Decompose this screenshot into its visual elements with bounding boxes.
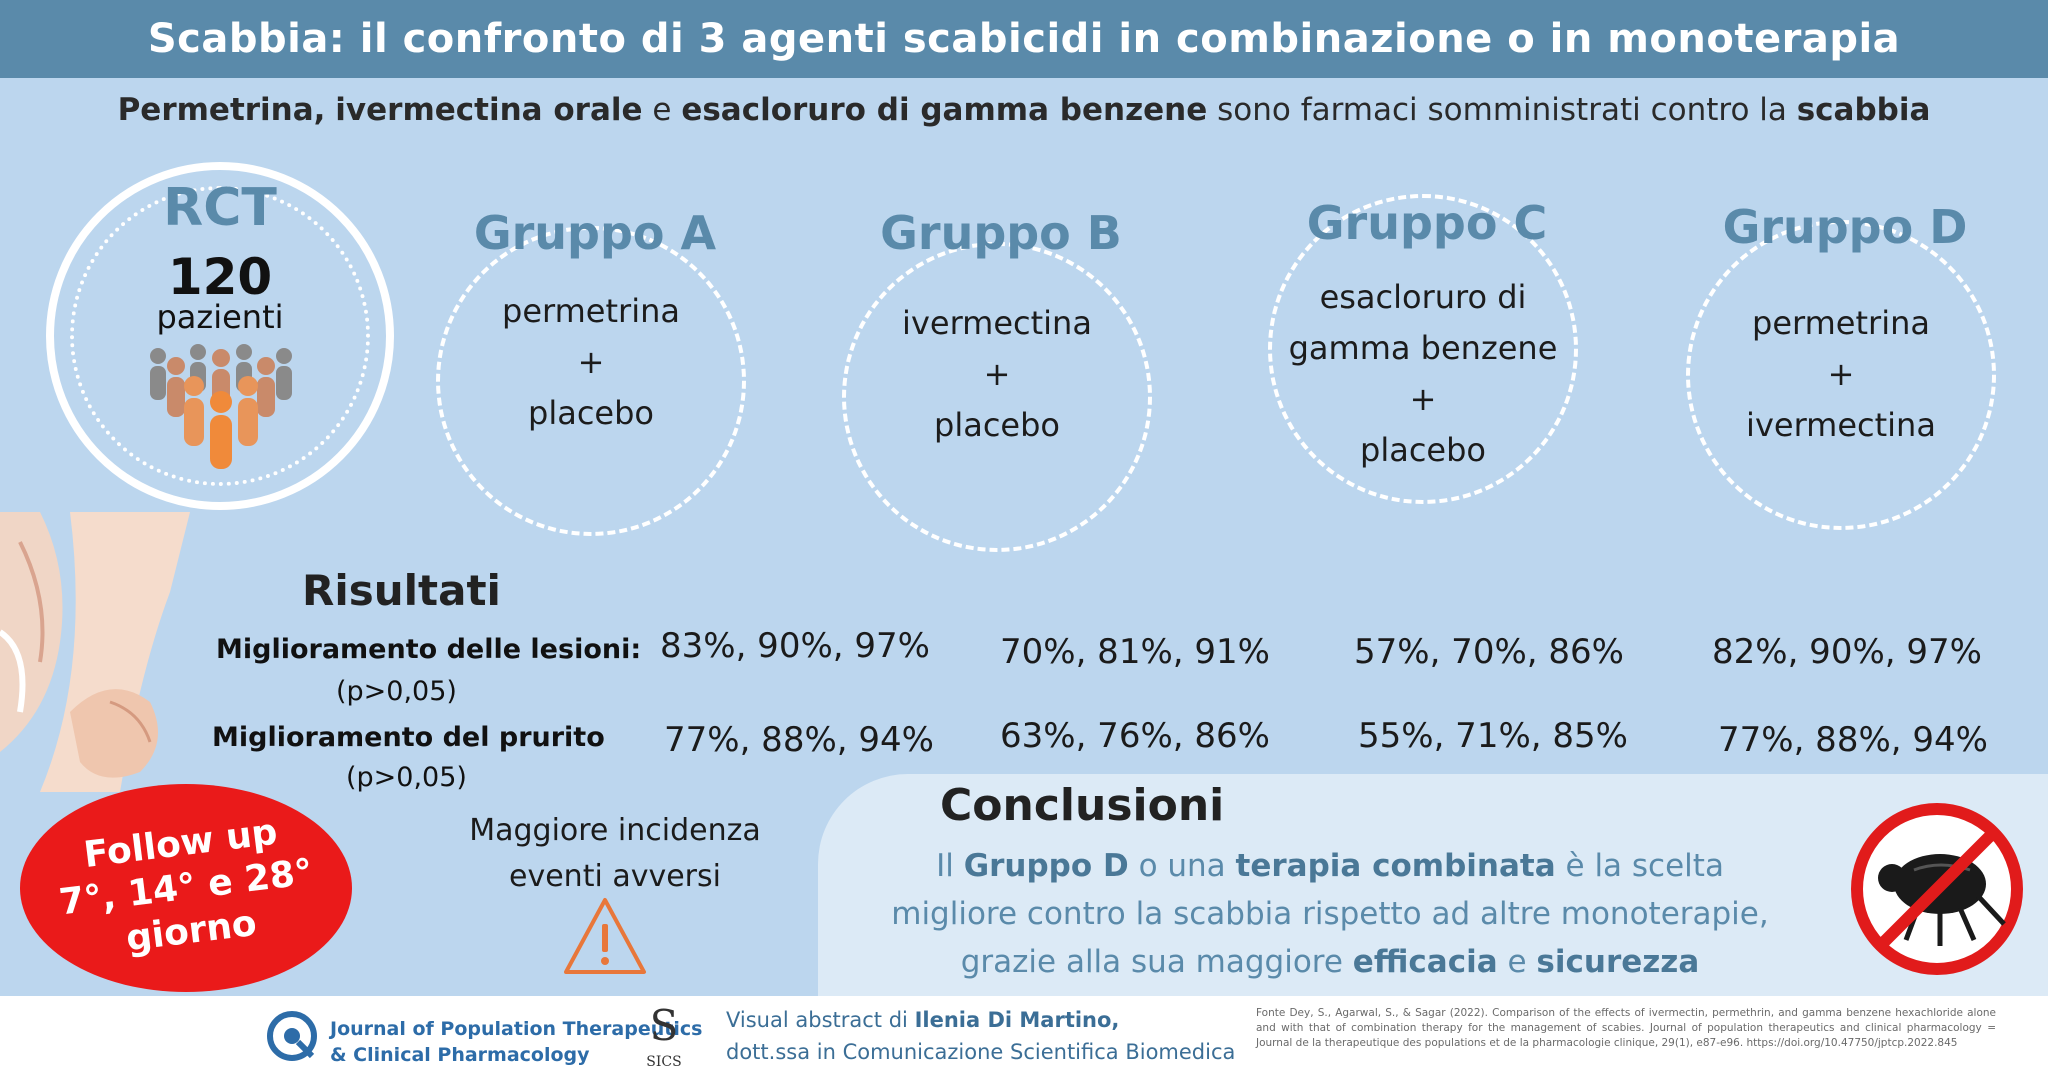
lesions-value-group-c: 57%, 70%, 86% <box>1354 632 1624 672</box>
sics-logo: S SICS <box>646 1002 681 1070</box>
group-b-circle: Gruppo B ivermectina + placebo <box>842 206 1152 552</box>
footer <box>0 996 2048 1074</box>
row-pvalue-lesions: (p>0,05) <box>336 676 457 707</box>
group-b-line: + <box>983 355 1011 393</box>
rct-patient-count: 120 <box>167 248 273 306</box>
group-d-line: + <box>1827 355 1855 393</box>
itch-value-group-b: 63%, 76%, 86% <box>1000 716 1270 756</box>
conclusion-fragment: Il <box>936 848 954 884</box>
group-b-line: ivermectina <box>902 304 1092 342</box>
credit-author: Ilenia Di Martino, <box>914 1008 1120 1032</box>
follow-up-text: Follow up 7°, 14° e 28° giorno <box>13 802 359 973</box>
journal-line: Journal of Population Therapeutics <box>330 1018 703 1040</box>
adverse-events-note: Maggiore incidenza eventi avversi <box>440 808 790 900</box>
group-c-circle: Gruppo C esacloruro di gamma benzene + p… <box>1268 194 1578 504</box>
group-c-body: esacloruro di gamma benzene + placebo <box>1272 272 1574 476</box>
conclusion-highlight: efficacia <box>1352 944 1498 980</box>
no-flea-icon <box>1851 803 2023 975</box>
intro-drug-permetrina: Permetrina, <box>117 92 326 128</box>
intro-disease: scabbia <box>1796 92 1931 128</box>
group-d-line: permetrina <box>1752 304 1930 342</box>
group-b-body: ivermectina + placebo <box>846 298 1148 451</box>
group-a-title: Gruppo A <box>473 206 717 260</box>
group-d-title: Gruppo D <box>1722 200 1968 254</box>
group-c-line: gamma benzene <box>1288 329 1558 367</box>
page-title: Scabbia: il confronto di 3 agenti scabic… <box>147 16 1901 62</box>
journal-logo-icon <box>267 1011 317 1061</box>
group-c-line: + <box>1409 380 1437 418</box>
group-c-title: Gruppo C <box>1306 196 1548 250</box>
credit-prefix: Visual abstract di <box>726 1008 908 1032</box>
conclusion-fragment: è la scelta migliore contro la scabbia r… <box>891 848 1769 980</box>
rct-title: RCT <box>163 178 277 238</box>
journal-name: Journal of Population Therapeutics & Cli… <box>330 1016 702 1068</box>
itch-value-group-c: 55%, 71%, 85% <box>1358 716 1628 756</box>
title-bar: Scabbia: il confronto di 3 agenti scabic… <box>0 0 2048 78</box>
group-b-title: Gruppo B <box>880 206 1122 260</box>
intro-text: Permetrina, ivermectina orale e esacloru… <box>0 92 2048 128</box>
group-d-body: permetrina + ivermectina <box>1690 298 1992 451</box>
rct-circle: RCT 120 pazienti <box>46 162 394 510</box>
group-a-line: permetrina <box>502 292 680 330</box>
lesions-value-group-b: 70%, 81%, 91% <box>1000 632 1270 672</box>
lesions-value-group-a: 83%, 90%, 97% <box>660 626 930 666</box>
reference-citation: Fonte Dey, S., Agarwal, S., & Sagar (202… <box>1256 1007 1996 1049</box>
adverse-line: eventi avversi <box>509 859 721 894</box>
people-group-icon <box>150 344 292 469</box>
journal-line: & Clinical Pharmacology <box>330 1044 590 1066</box>
itch-value-group-d: 77%, 88%, 94% <box>1718 720 1988 760</box>
conclusion-highlight: sicurezza <box>1536 944 1700 980</box>
group-d-circle: Gruppo D permetrina + ivermectina <box>1686 200 1996 530</box>
scratching-skin-illustration <box>0 512 190 792</box>
group-d-line: ivermectina <box>1746 406 1936 444</box>
group-a-line: placebo <box>528 394 654 432</box>
intro-drug-esacloruro: esacloruro di gamma benzene <box>681 92 1208 128</box>
conclusion-title: Conclusioni <box>940 780 1225 831</box>
conclusion-fragment: o una <box>1138 848 1226 884</box>
intro-conj: e <box>652 92 672 128</box>
conclusion-highlight: terapia combinata <box>1235 848 1556 884</box>
visual-abstract-credit: Visual abstract di Ilenia Di Martino, do… <box>726 1004 1235 1068</box>
rct-patient-label: pazienti <box>156 298 284 336</box>
credit-role: dott.ssa in Comunicazione Scientifica Bi… <box>726 1040 1236 1064</box>
follow-up-badge: Follow up 7°, 14° e 28° giorno <box>20 784 352 992</box>
conclusion-fragment: e <box>1507 944 1527 980</box>
svg-text:S: S <box>650 1002 679 1050</box>
group-a-line: + <box>577 343 605 381</box>
intro-drug-ivermectina: ivermectina orale <box>335 92 643 128</box>
row-label-lesions: Miglioramento delle lesioni: <box>216 634 642 665</box>
rct-dotted-ring <box>70 186 370 486</box>
row-label-itch: Miglioramento del prurito <box>212 722 605 753</box>
lesions-value-group-d: 82%, 90%, 97% <box>1712 632 1982 672</box>
conclusion-panel <box>818 774 2048 1014</box>
adverse-line: Maggiore incidenza <box>469 813 761 848</box>
warning-icon <box>564 898 646 974</box>
group-a-body: permetrina + placebo <box>440 286 742 439</box>
group-c-line: placebo <box>1360 431 1486 469</box>
conclusion-highlight: Gruppo D <box>963 848 1129 884</box>
group-b-line: placebo <box>934 406 1060 444</box>
intro-middle: sono farmaci somministrati contro la <box>1217 92 1787 128</box>
row-pvalue-itch: (p>0,05) <box>346 762 467 793</box>
itch-value-group-a: 77%, 88%, 94% <box>664 720 934 760</box>
group-c-line: esacloruro di <box>1319 278 1527 316</box>
sics-label: SICS <box>646 1054 681 1070</box>
conclusion-text: Il Gruppo D o una terapia combinata è la… <box>870 842 1790 986</box>
group-a-circle: Gruppo A permetrina + placebo <box>436 206 746 536</box>
results-title: Risultati <box>302 566 501 615</box>
